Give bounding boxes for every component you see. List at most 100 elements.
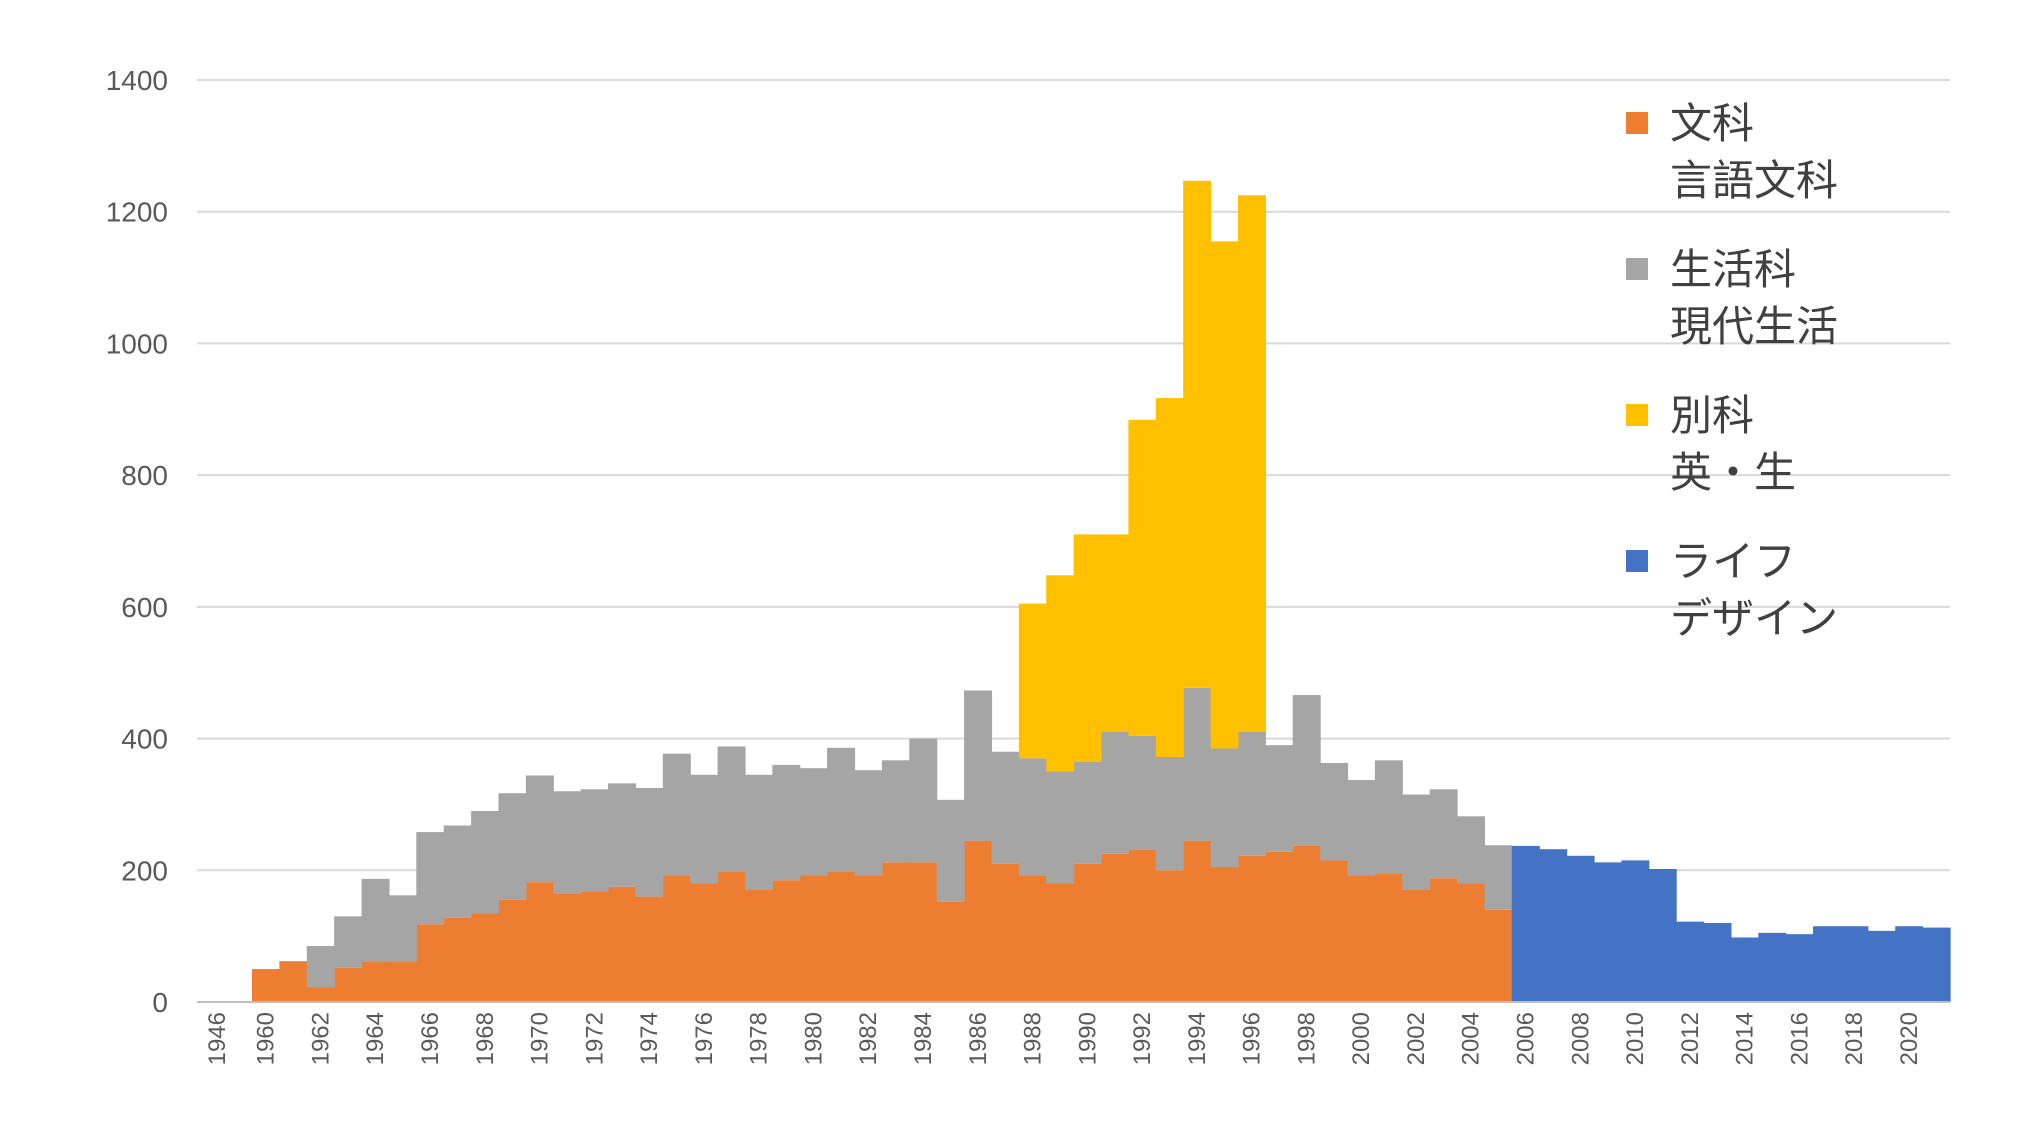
bar-series0-1969	[498, 899, 527, 1002]
bar-series3-2008	[1566, 855, 1595, 1002]
bar-series1-1965	[388, 895, 417, 962]
bar-series0-1976	[690, 883, 719, 1002]
bar-series0-1967	[443, 917, 472, 1002]
bar-series3-2020	[1895, 926, 1924, 1002]
x-tick-label-1988: 1988	[1020, 1012, 1047, 1065]
bar-series0-1996	[1237, 855, 1266, 1002]
bar-series0-1979	[772, 880, 801, 1002]
legend-swatch-0	[1626, 112, 1648, 134]
bar-series1-1972	[580, 789, 609, 892]
bar-series1-1971	[553, 791, 582, 894]
bar-series0-2003	[1429, 878, 1458, 1002]
x-tick-label-1990: 1990	[1074, 1012, 1101, 1065]
bar-series1-2001	[1374, 760, 1403, 874]
bar-series1-1979	[772, 764, 801, 881]
bar-series0-1984	[909, 862, 938, 1002]
legend-swatch-2	[1626, 404, 1648, 426]
x-tick-label-1996: 1996	[1239, 1012, 1266, 1065]
bar-series0-1999	[1320, 860, 1349, 1002]
bar-series3-2019	[1867, 930, 1896, 1002]
bar-series1-2003	[1429, 789, 1458, 879]
bar-series3-2006	[1511, 845, 1540, 1002]
x-tick-label-2020: 2020	[1896, 1012, 1923, 1065]
bar-series1-1968	[471, 811, 500, 914]
bar-series1-1997	[1265, 745, 1294, 852]
bar-series2-1990	[1073, 534, 1102, 762]
x-tick-label-2012: 2012	[1677, 1012, 1704, 1065]
bar-series1-1990	[1073, 761, 1102, 864]
bar-series0-1998	[1292, 845, 1321, 1002]
x-tick-label-1972: 1972	[581, 1012, 608, 1065]
bar-series1-1980	[799, 768, 828, 876]
x-tick-label-1970: 1970	[527, 1012, 554, 1065]
y-tick-label-1400: 1400	[106, 65, 168, 96]
bar-series2-1995	[1210, 241, 1239, 749]
bar-series3-2007	[1539, 849, 1568, 1002]
bar-series1-1988	[1018, 758, 1047, 876]
bar-series1-1963	[334, 916, 363, 968]
x-tick-label-1978: 1978	[746, 1012, 773, 1065]
bar-series0-1968	[471, 913, 500, 1002]
bar-series1-1970	[525, 775, 554, 883]
x-tick-label-2014: 2014	[1732, 1012, 1759, 1065]
bar-series3-2016	[1785, 934, 1814, 1002]
bar-series0-1975	[662, 875, 691, 1002]
legend-label-0-1: 言語文科	[1670, 156, 1838, 205]
y-tick-label-800: 800	[121, 460, 168, 491]
bar-series1-1992	[1128, 735, 1157, 850]
x-tick-label-1982: 1982	[855, 1012, 882, 1065]
bar-series2-1988	[1018, 603, 1047, 759]
x-tick-label-1966: 1966	[417, 1012, 444, 1065]
bar-series0-1997	[1265, 851, 1294, 1002]
bar-series0-1973	[608, 886, 637, 1002]
bar-series0-2002	[1402, 890, 1431, 1002]
bar-series0-1987	[991, 863, 1020, 1002]
x-tick-label-1974: 1974	[636, 1012, 663, 1065]
x-tick-label-1980: 1980	[800, 1012, 827, 1065]
y-tick-label-200: 200	[121, 855, 168, 886]
bar-series2-1991	[1101, 534, 1129, 732]
legend-label-2-1: 英・生	[1670, 448, 1796, 497]
bar-series3-2010	[1621, 860, 1650, 1002]
bar-series1-1996	[1237, 731, 1266, 856]
bar-series1-2005	[1484, 845, 1513, 910]
bar-series1-1993	[1155, 757, 1184, 871]
x-tick-label-1986: 1986	[965, 1012, 992, 1065]
bar-series2-1993	[1155, 398, 1184, 758]
bar-series0-1985	[936, 901, 965, 1002]
bar-series1-1985	[936, 799, 965, 902]
bar-series3-2013	[1703, 922, 1732, 1002]
x-tick-label-1976: 1976	[691, 1012, 718, 1065]
y-tick-label-600: 600	[121, 592, 168, 623]
bar-series2-1994	[1183, 180, 1212, 688]
bar-series1-2000	[1347, 780, 1376, 876]
x-tick-label-2016: 2016	[1786, 1012, 1813, 1065]
bar-series0-1966	[416, 924, 445, 1002]
bar-series1-1995	[1210, 748, 1239, 867]
bar-series1-1978	[744, 774, 773, 891]
bar-series0-1961	[279, 961, 308, 1002]
legend-swatch-3	[1626, 550, 1648, 572]
bar-series0-1974	[635, 896, 664, 1002]
bar-series1-1983	[881, 760, 910, 863]
bar-series0-1977	[717, 871, 746, 1002]
bar-series0-1995	[1210, 866, 1239, 1002]
bar-series3-2015	[1758, 932, 1787, 1002]
x-tick-label-1994: 1994	[1184, 1012, 1211, 1065]
legend-label-3-1: デザイン	[1670, 594, 1838, 643]
y-tick-label-1000: 1000	[106, 328, 168, 359]
y-tick-label-1200: 1200	[106, 197, 168, 228]
bar-series3-2011	[1648, 868, 1677, 1002]
bar-series1-1967	[443, 825, 472, 918]
bar-series0-2000	[1347, 875, 1376, 1002]
bar-series1-1986	[964, 690, 993, 841]
bar-series0-1992	[1128, 849, 1157, 1002]
x-tick-label-2006: 2006	[1513, 1012, 1540, 1065]
bar-series0-1962	[306, 987, 335, 1002]
bar-series0-1965	[388, 961, 417, 1002]
bar-series1-1966	[416, 832, 445, 925]
bar-series3-2012	[1676, 921, 1705, 1002]
x-tick-label-2008: 2008	[1567, 1012, 1594, 1065]
